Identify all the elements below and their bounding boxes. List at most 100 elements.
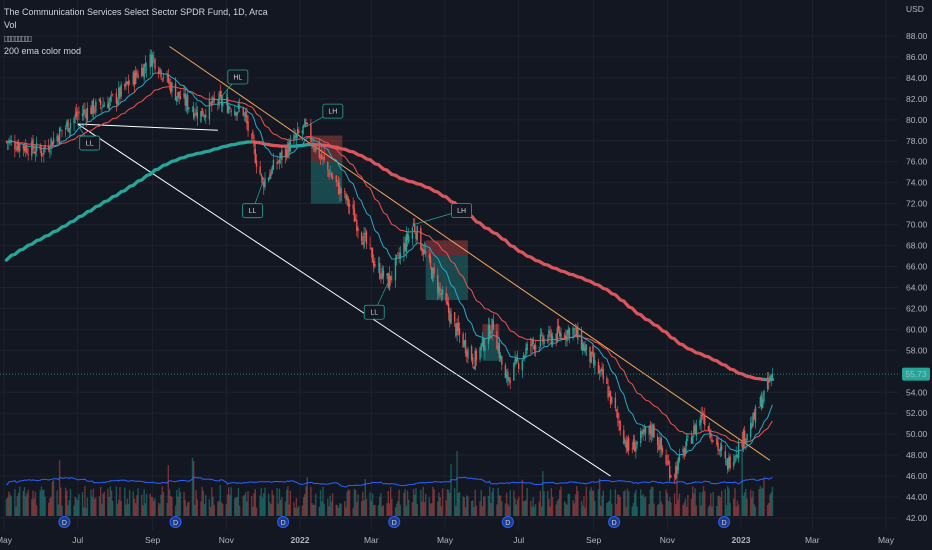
volume-indicator-label[interactable]: Vol [4,20,17,30]
volume-bar [491,491,493,516]
candle-body [203,115,206,117]
volume-bar [743,492,746,516]
candle-body [110,93,113,95]
volume-bar [344,501,346,516]
symbol-title[interactable]: The Communication Services Select Sector… [4,7,268,17]
volume-bar [623,491,625,516]
volume-bar [19,486,21,516]
y-tick-label: 46.00 [906,471,928,481]
volume-bar [288,504,290,516]
ema-indicator-label[interactable]: 200 ema color mod [4,46,82,56]
volume-bar [490,502,492,516]
dividend-label: D [173,520,178,527]
dividend-icon [58,516,71,528]
volume-bar [712,491,714,516]
volume-bar [14,489,16,516]
volume-bar [532,497,534,516]
candle-body [398,254,400,258]
volume-bar [441,488,444,516]
candle-body [178,91,180,98]
volume-bar [489,486,491,516]
volume-bar [329,495,331,516]
volume-bar [429,503,432,516]
volume-bar [611,503,613,516]
candle-body [729,456,731,468]
volume-bar [736,500,739,516]
candle-body [134,70,137,85]
candle-body [389,275,392,281]
x-tick-label: Jul [72,535,83,545]
volume-bar [83,506,85,516]
label-box [322,103,344,119]
volume-bar [149,493,151,516]
volume-bar [174,505,177,516]
volume-bar [769,494,771,516]
swing-label: LH [328,109,337,116]
volume-bar [453,488,456,516]
volume-bar [284,501,287,516]
volume-bar [424,493,427,516]
volume-bar [521,479,524,516]
candle-body [415,232,417,239]
volume-bar [125,504,127,516]
volume-bar [281,497,283,516]
candle-body [32,138,34,150]
candle-body [501,356,503,365]
volume-bar [228,487,230,516]
candle-body [470,346,473,360]
volume-bars [5,450,774,516]
candle-body [661,447,664,453]
volume-bar [141,494,143,516]
volume-bar [246,501,248,516]
candle-body [161,78,163,80]
volume-bar [192,461,195,516]
time-axis[interactable]: May Jul Sep Nov 2022 Mar May Jul Sep Nov 2023 Mar Ma… [0,535,895,545]
candle-body [374,264,376,267]
x-tick-label: 2022 [291,535,310,545]
candle-body [49,150,51,153]
candle-body [631,448,633,450]
candle-body [522,355,525,359]
candle-body [200,111,202,122]
volume-bar [354,489,357,516]
candle-body [23,146,26,151]
volume-bar [200,501,202,516]
candle-body [463,340,466,346]
candle-body [683,448,685,457]
volume-bar [369,492,371,516]
candle-body [141,67,143,77]
volume-bar [346,491,348,516]
candle-body [416,226,418,241]
volume-bar [642,494,644,516]
candle-body [652,424,654,438]
candle-body [420,228,422,250]
candle-body [386,273,388,276]
candle-body [115,93,118,104]
candle-body [281,150,283,160]
candle-body [693,425,695,435]
volume-bar [340,503,342,516]
volume-bar [516,499,519,516]
price-axis[interactable]: USD 88.00 86.00 84.00 82.00 80.00 78.00 76.00 74… [906,4,928,523]
candle-body [186,95,189,110]
volume-bar [660,501,662,516]
candle-body [526,343,528,351]
candle-body [25,145,27,152]
volume-bar [658,503,660,516]
volume-bar [184,499,186,516]
candle-body [371,248,374,263]
volume-bar [132,491,134,516]
volume-bar [746,498,748,516]
candle-body [513,362,515,381]
volume-bar [389,486,392,516]
candle-body [380,277,382,279]
candle-body [487,325,490,344]
volume-bar [404,488,406,516]
volume-bar [720,490,723,516]
candle-body [91,100,93,114]
volume-bar [415,487,417,516]
candle-body [429,256,432,266]
volume-bar [153,500,155,516]
candle-body [650,430,653,436]
